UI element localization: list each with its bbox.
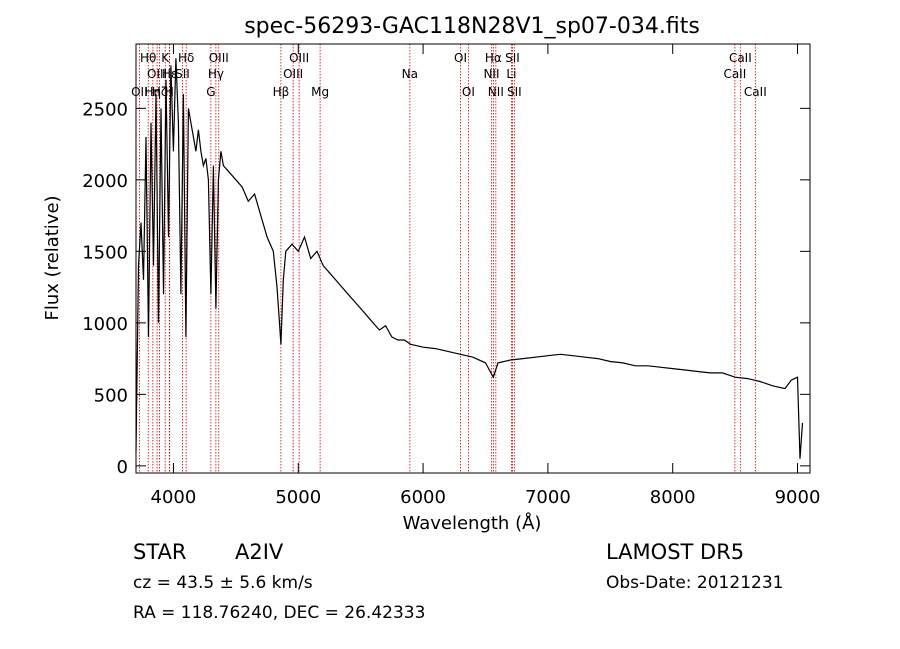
spectral-line-label: OIII [209,51,229,65]
spectral-line-label: OII [131,85,148,99]
x-tick-label: 6000 [400,487,446,508]
spectral-line-label: OIII [283,67,303,81]
y-tick-label: 1500 [82,242,128,263]
y-axis-label: Flux (relative) [42,195,63,320]
spectral-line-label: Hβ [273,85,290,99]
object-type: STAR [133,540,187,564]
spectral-line-label: OI [462,85,475,99]
spectral-line-label: OIII [289,51,309,65]
x-tick-label: 4000 [151,487,197,508]
spectral-line-label: Li [506,67,516,81]
spectral-line-label: CaII [723,67,746,81]
y-tick-label: 2500 [82,99,128,120]
velocity: cz = 43.5 ± 5.6 km/s [133,573,313,593]
spectral-line-label: CaII [729,51,752,65]
spectral-line-label: Mg [311,85,329,99]
x-tick-label: 7000 [525,487,571,508]
axis-ticks [136,44,810,473]
spectral-line-label: NII [483,67,499,81]
spectral-line-markers [138,44,756,473]
spectral-line-label: Hε [162,67,178,81]
chart-title: spec-56293-GAC118N28V1_sp07-034.fits [244,14,700,39]
spectral-line-label: OIII [147,67,167,81]
spectral-line-label: Hθ [140,51,156,65]
spectral-line-labels: OIIHθHηOIIIHζKHHεSIIHδGHγOIIIHβOIIIOIIIM… [131,51,767,99]
observation-date: Obs-Date: 20121231 [606,573,784,593]
spectral-line-label: Hη [145,85,162,99]
spectral-line-label: CaII [744,85,767,99]
spectral-line-label: Na [402,67,418,81]
coordinates: RA = 118.76240, DEC = 26.42333 [133,603,426,623]
x-tick-label: 9000 [775,487,821,508]
spectral-line-label: OI [454,51,467,65]
spectral-line-label: K [161,51,170,65]
spectral-line-label: Hγ [208,67,224,81]
x-tick-label: 8000 [650,487,696,508]
y-tick-label: 0 [117,457,128,478]
plot-frame [135,43,811,474]
spectral-line-label: H [165,85,174,99]
spectral-line-label: NII [488,85,504,99]
x-tick-label: 5000 [275,487,321,508]
spectral-line-label: Hδ [178,51,194,65]
spectral-line-label: SII [175,67,190,81]
x-axis-label: Wavelength (Å) [403,512,542,534]
axis-tick-labels: 4000 5000 6000 7000 8000 9000 0 500 1000 1500 2000… [82,99,820,508]
survey-name: LAMOST DR5 [606,540,745,564]
spectral-line-label: SII [507,85,522,99]
spectral-line-label: Hα [485,51,502,65]
spectrum-line [135,58,804,459]
spectral-line-label: G [206,85,215,99]
spectral-line-label: SII [505,51,520,65]
y-tick-label: 1000 [82,314,128,335]
spectral-class: A2IV [235,540,284,564]
y-tick-label: 500 [94,385,128,406]
y-tick-label: 2000 [82,171,128,192]
